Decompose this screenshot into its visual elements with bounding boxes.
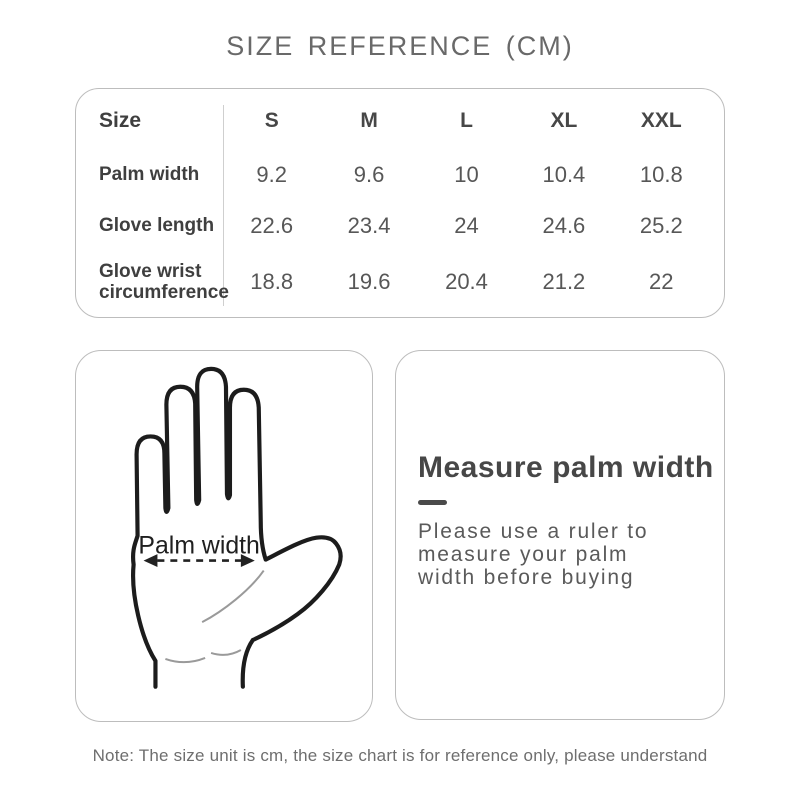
palm-width-label: Palm width (138, 533, 259, 560)
instruction-body: Please use a ruler to measure your palm … (418, 520, 724, 589)
size-value: 22.6 (250, 213, 294, 238)
palm-width-arrow (143, 554, 255, 568)
size-value: 10.4 (542, 162, 586, 187)
column-header-l: L (460, 109, 473, 132)
table-corner-label: Size (99, 109, 142, 133)
column-header-m: M (360, 109, 378, 132)
title-underline-dash (418, 500, 447, 505)
instruction-title: Measure palm width (418, 451, 714, 484)
hand-outline-path (131, 366, 343, 689)
size-value: 24.6 (542, 213, 586, 238)
row-label-glove-wrist-circumference: Glove wrist circumference (99, 260, 229, 303)
page-title: SIZE REFERENCE (CM) (226, 31, 574, 61)
table-column-divider (223, 105, 224, 306)
size-value: 10.8 (639, 162, 683, 187)
size-table-card: Size S M L XL XXL Palm width 9.2 9.6 10 … (75, 88, 725, 318)
instruction-line: width before buying (418, 566, 635, 589)
instruction-line: Please use a ruler to (418, 520, 649, 543)
page-note: Note: The size unit is cm, the size char… (92, 746, 708, 765)
size-table-grid: Size S M L XL XXL Palm width 9.2 9.6 10 … (76, 89, 724, 317)
hand-diagram-panel: Palm width (75, 350, 373, 722)
size-value: 18.8 (250, 269, 294, 294)
row-label-glove-length: Glove length (99, 215, 215, 237)
size-value: 20.4 (445, 269, 488, 294)
arrowhead-right-icon (240, 554, 255, 568)
size-value: 22 (649, 269, 674, 294)
size-value: 24 (454, 213, 479, 238)
instruction-line: measure your palm (418, 543, 629, 566)
row-label-palm-width: Palm width (99, 164, 200, 186)
arrowhead-left-icon (143, 554, 158, 568)
column-header-xxl: XXL (640, 109, 682, 132)
column-header-s: S (264, 109, 279, 132)
size-value: 9.2 (256, 162, 287, 187)
size-value: 23.4 (347, 213, 391, 238)
size-value: 10 (454, 162, 479, 187)
size-value: 19.6 (347, 269, 391, 294)
size-value: 9.6 (353, 162, 385, 187)
size-value: 25.2 (639, 213, 683, 238)
size-value: 21.2 (542, 269, 586, 294)
instruction-panel: Measure palm width Please use a ruler to… (395, 350, 725, 720)
column-header-xl: XL (550, 109, 578, 132)
palm-crease-line (201, 569, 265, 624)
wrist-crease-line (165, 656, 206, 664)
hand-illustration: Palm width (131, 366, 343, 689)
wrist-crease-line (210, 649, 242, 656)
